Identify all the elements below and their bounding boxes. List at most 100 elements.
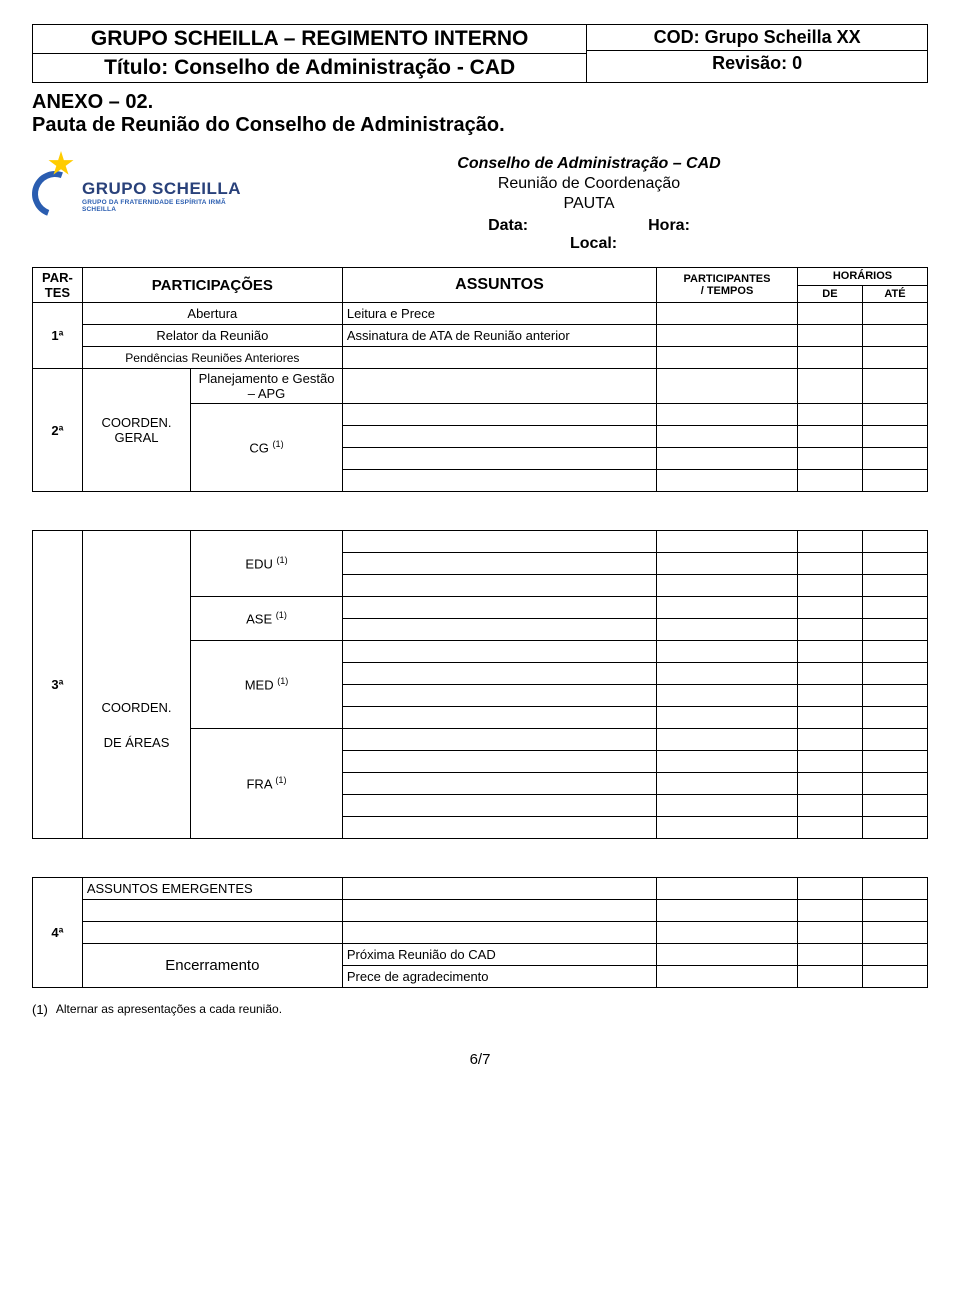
parte-1-num: 1ª — [33, 303, 83, 369]
empty-cell — [862, 369, 927, 404]
empty-cell — [797, 619, 862, 641]
logo: GRUPO SCHEILLA GRUPO DA FRATERNIDADE ESP… — [32, 155, 242, 235]
anexo-l1: ANEXO – 02. — [32, 91, 928, 114]
empty-cell — [862, 900, 927, 922]
empty-cell — [657, 369, 798, 404]
logo-sub: GRUPO DA FRATERNIDADE ESPÍRITA IRMÃ SCHE… — [82, 199, 242, 213]
empty-cell — [342, 729, 656, 751]
empty-cell — [342, 922, 656, 944]
empty-cell — [657, 347, 798, 369]
meeting-pauta: PAUTA — [250, 195, 928, 213]
data-label: Data: — [488, 217, 528, 235]
empty-cell — [797, 347, 862, 369]
empty-cell — [82, 922, 342, 944]
empty-cell — [342, 773, 656, 795]
empty-cell — [657, 426, 798, 448]
empty-cell — [342, 707, 656, 729]
footnote-num: (1) — [32, 1002, 48, 1017]
empty-cell — [862, 773, 927, 795]
parte-2-num: 2ª — [33, 369, 83, 492]
empty-cell — [797, 426, 862, 448]
empty-cell — [342, 795, 656, 817]
header-right: COD: Grupo Scheilla XX Revisão: 0 — [587, 25, 927, 82]
p3-edu: EDU (1) — [191, 531, 343, 597]
empty-cell — [862, 448, 927, 470]
empty-cell — [862, 303, 927, 325]
empty-cell — [862, 325, 927, 347]
empty-cell — [797, 553, 862, 575]
p1-assinatura: Assinatura de ATA de Reunião anterior — [342, 325, 656, 347]
empty-cell — [342, 404, 656, 426]
empty-cell — [657, 817, 798, 839]
empty-cell — [657, 303, 798, 325]
col-assuntos: ASSUNTOS — [342, 268, 656, 303]
empty-cell — [342, 619, 656, 641]
empty-cell — [657, 773, 798, 795]
empty-cell — [862, 795, 927, 817]
empty-cell — [797, 795, 862, 817]
empty-cell — [342, 663, 656, 685]
p4-emergentes: ASSUNTOS EMERGENTES — [82, 878, 342, 900]
empty-cell — [797, 878, 862, 900]
empty-cell — [862, 922, 927, 944]
empty-cell — [342, 878, 656, 900]
col-partes: PAR-TES — [33, 268, 83, 303]
empty-cell — [657, 404, 798, 426]
parte-4-num: 4ª — [33, 878, 83, 988]
empty-cell — [862, 470, 927, 492]
empty-cell — [342, 369, 656, 404]
p2-coorden: COORDEN. GERAL — [82, 369, 190, 492]
empty-cell — [862, 347, 927, 369]
empty-cell — [797, 751, 862, 773]
empty-cell — [862, 966, 927, 988]
empty-cell — [657, 597, 798, 619]
meeting-header: Conselho de Administração – CAD Reunião … — [250, 155, 928, 253]
empty-cell — [657, 922, 798, 944]
empty-cell — [657, 966, 798, 988]
empty-cell — [862, 641, 927, 663]
empty-cell — [657, 751, 798, 773]
empty-cell — [862, 685, 927, 707]
empty-cell — [342, 900, 656, 922]
p2-cg: CG (1) — [191, 404, 343, 492]
p4-prece: Prece de agradecimento — [342, 966, 656, 988]
p3-med: MED (1) — [191, 641, 343, 729]
col-ate: ATÉ — [862, 285, 927, 303]
empty-cell — [862, 751, 927, 773]
p3-coorden-areas: COORDEN. DE ÁREAS — [82, 531, 190, 839]
empty-cell — [797, 303, 862, 325]
empty-cell — [657, 470, 798, 492]
empty-cell — [797, 922, 862, 944]
empty-cell — [797, 369, 862, 404]
empty-cell — [862, 553, 927, 575]
empty-cell — [862, 944, 927, 966]
empty-cell — [862, 619, 927, 641]
meeting-title: Conselho de Administração – CAD — [250, 155, 928, 173]
empty-cell — [797, 685, 862, 707]
empty-cell — [862, 426, 927, 448]
empty-cell — [657, 663, 798, 685]
parte-3-num: 3ª — [33, 531, 83, 839]
empty-cell — [342, 641, 656, 663]
empty-cell — [657, 795, 798, 817]
empty-cell — [862, 575, 927, 597]
empty-cell — [862, 707, 927, 729]
footnote-text: Alternar as apresentações a cada reunião… — [56, 1002, 282, 1017]
empty-cell — [797, 325, 862, 347]
empty-cell — [657, 900, 798, 922]
empty-cell — [797, 597, 862, 619]
empty-cell — [797, 966, 862, 988]
empty-cell — [797, 900, 862, 922]
p1-pendencias: Pendências Reuniões Anteriores — [82, 347, 342, 369]
col-participantes: PARTICIPANTES / TEMPOS — [657, 268, 798, 303]
empty-cell — [342, 448, 656, 470]
meeting-header-row: GRUPO SCHEILLA GRUPO DA FRATERNIDADE ESP… — [32, 155, 928, 253]
col-participacoes: PARTICIPAÇÕES — [82, 268, 342, 303]
empty-cell — [342, 817, 656, 839]
empty-cell — [797, 817, 862, 839]
empty-cell — [862, 663, 927, 685]
footnote: (1) Alternar as apresentações a cada reu… — [32, 1002, 928, 1017]
empty-cell — [657, 448, 798, 470]
p1-abertura: Abertura — [82, 303, 342, 325]
empty-cell — [657, 619, 798, 641]
